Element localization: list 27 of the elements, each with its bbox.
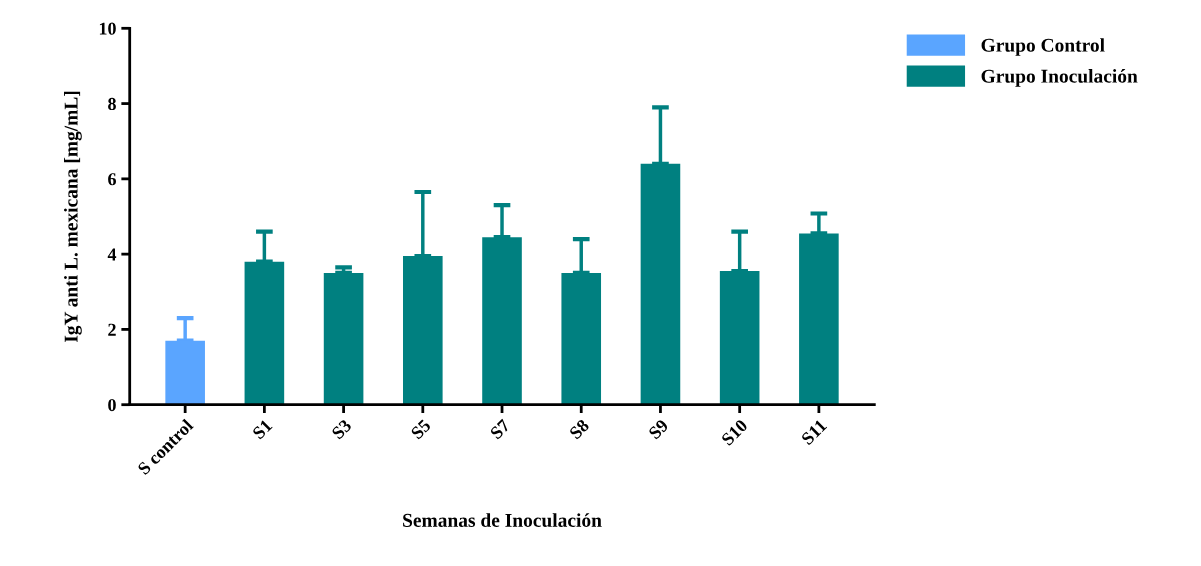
x-tick-label: S9 [648, 418, 669, 440]
legend-label: Grupo Inoculación [981, 69, 1138, 87]
bar [165, 340, 205, 405]
x-tick-label: S8 [568, 418, 590, 440]
x-tick-label: S3 [331, 418, 353, 440]
bar [403, 256, 443, 405]
x-tick-label: S10 [720, 418, 749, 447]
legend-label: Grupo Control [981, 38, 1105, 56]
x-tick-label: S7 [489, 418, 511, 440]
y-tick-label: 6 [108, 173, 116, 186]
bar [323, 272, 364, 405]
y-tick-label: 4 [107, 248, 117, 261]
bar [482, 237, 522, 405]
y-tick-label: 8 [108, 97, 116, 111]
x-axis-title: Semanas de Inoculación [403, 513, 602, 527]
x-tick-label: S11 [800, 418, 828, 446]
y-tick-label: 2 [108, 323, 116, 336]
y-axis-title: IgY anti L. mexicana [mg/mL] [64, 91, 82, 343]
bar [640, 163, 681, 405]
x-tick-label: S1 [251, 418, 273, 440]
bar [799, 233, 839, 405]
y-tick-label: 0 [108, 398, 116, 412]
bar [719, 271, 760, 405]
bar [561, 272, 602, 405]
y-tick-label: 10 [99, 22, 116, 35]
x-tick-label: S5 [410, 418, 432, 440]
bar [244, 261, 285, 405]
